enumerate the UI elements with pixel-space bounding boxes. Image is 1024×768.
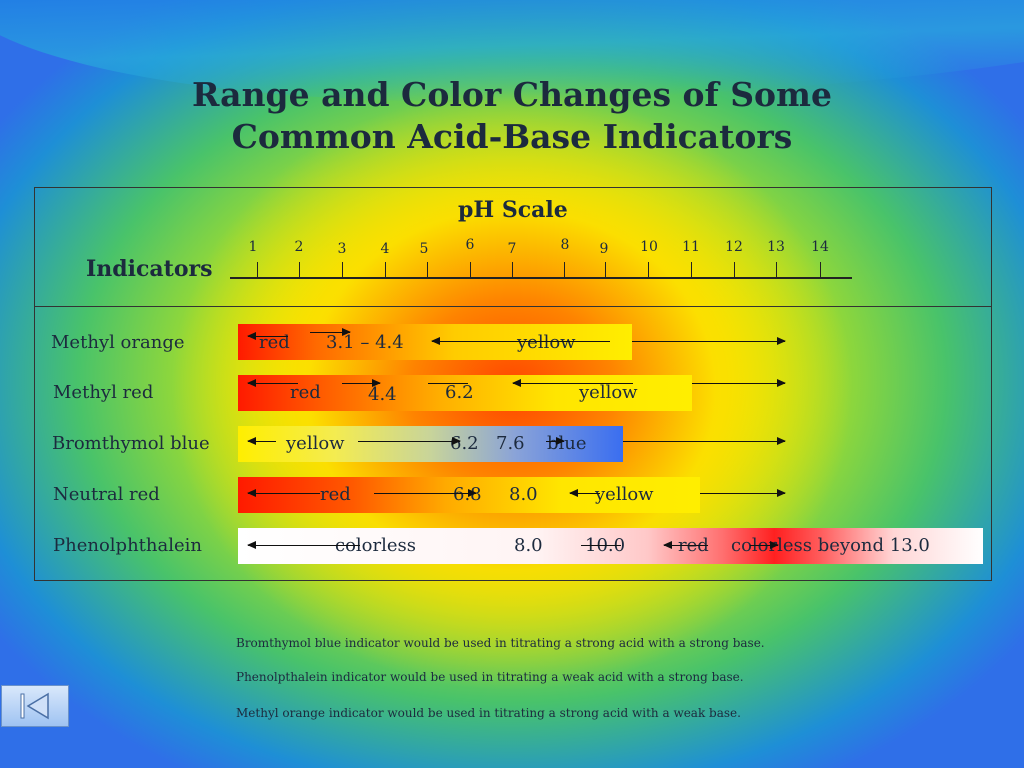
- footnote: Methyl orange indicator would be used in…: [236, 706, 741, 720]
- ph-tick: [299, 262, 300, 278]
- ph-tick-label: 5: [419, 241, 429, 257]
- right-arrow: [692, 379, 786, 387]
- transition-range-label: 3.1 – 4.4: [326, 332, 404, 353]
- ph-tick: [470, 262, 471, 278]
- indicator-name: Neutral red: [53, 484, 160, 505]
- right-arrow: [750, 541, 779, 549]
- ph-tick: [564, 262, 565, 278]
- color-label: colorless beyond 13.0: [731, 535, 930, 556]
- ph-tick-label: 3: [337, 241, 347, 257]
- left-arrow: [569, 489, 600, 497]
- title-line-2: Common Acid-Base Indicators: [231, 117, 793, 156]
- color-label: red: [259, 332, 290, 353]
- ph-tick: [648, 262, 649, 278]
- range-line: [581, 545, 621, 546]
- ph-tick: [385, 262, 386, 278]
- ph-tick: [342, 262, 343, 278]
- ph-tick-label: 13: [767, 239, 785, 255]
- right-arrow: [342, 379, 381, 387]
- color-label: yellow: [517, 332, 576, 353]
- transition-start-label: 4.4: [368, 384, 397, 405]
- ph-tick-label: 8: [560, 237, 570, 253]
- right-arrow: [546, 437, 565, 445]
- ph-tick-label: 6: [465, 237, 475, 253]
- transition-end-label: 6.2: [445, 382, 474, 403]
- indicator-name: Methyl red: [53, 382, 154, 403]
- left-arrow: [247, 379, 298, 387]
- left-arrow: [663, 541, 708, 549]
- footnote: Phenolpthalein indicator would be used i…: [236, 670, 744, 684]
- left-arrow: [247, 332, 288, 340]
- ph-tick-label: 2: [294, 239, 304, 255]
- ph-tick: [820, 262, 821, 278]
- ph-tick: [776, 262, 777, 278]
- ph-tick: [257, 262, 258, 278]
- table-header-divider: [34, 306, 991, 307]
- color-label: blue: [547, 433, 587, 454]
- ph-tick: [605, 262, 606, 278]
- indicator-name: Bromthymol blue: [52, 433, 210, 454]
- ph-tick-label: 10: [640, 239, 658, 255]
- right-arrow: [310, 328, 351, 336]
- left-arrow: [431, 337, 610, 345]
- footnote: Bromthymol blue indicator would be used …: [236, 636, 765, 650]
- color-label: red: [320, 484, 351, 505]
- ph-tick-label: 11: [682, 239, 700, 255]
- ph-tick: [427, 262, 428, 278]
- ph-tick-label: 9: [599, 241, 609, 257]
- title-line-1: Range and Color Changes of Some: [192, 75, 832, 114]
- ph-tick: [734, 262, 735, 278]
- ph-tick-label: 7: [507, 241, 517, 257]
- color-label: yellow: [595, 484, 654, 505]
- ph-tick-label: 4: [380, 241, 390, 257]
- color-label: yellow: [579, 382, 638, 403]
- ph-axis-line: [230, 277, 852, 279]
- color-range-bar: [238, 528, 983, 564]
- right-arrow: [623, 437, 786, 445]
- left-arrow: [247, 489, 320, 497]
- color-label: colorless: [335, 535, 416, 556]
- right-arrow: [374, 489, 477, 497]
- color-label: yellow: [286, 433, 345, 454]
- left-arrow: [247, 437, 276, 445]
- transition-start-label: 8.0: [514, 535, 543, 556]
- skip-to-start-icon: [20, 692, 49, 720]
- ph-tick-label: 12: [725, 239, 743, 255]
- indicator-name: Methyl orange: [51, 332, 185, 353]
- right-arrow: [358, 437, 461, 445]
- ph-tick: [512, 262, 513, 278]
- ph-tick-label: 1: [248, 239, 258, 255]
- indicator-name: Phenolphthalein: [53, 535, 202, 556]
- range-line: [428, 383, 468, 384]
- ph-tick-label: 14: [811, 239, 829, 255]
- left-arrow: [247, 541, 360, 549]
- indicators-heading: Indicators: [86, 256, 213, 282]
- right-arrow: [632, 337, 786, 345]
- color-range-bar: [238, 375, 692, 411]
- indicator-table: [34, 187, 992, 581]
- transition-end-label: 7.6: [496, 433, 525, 454]
- transition-end-label: 8.0: [509, 484, 538, 505]
- ph-scale-heading: pH Scale: [458, 197, 568, 223]
- ph-tick: [691, 262, 692, 278]
- color-label: red: [290, 382, 321, 403]
- right-arrow: [700, 489, 786, 497]
- first-slide-button[interactable]: [1, 685, 69, 727]
- left-arrow: [512, 379, 633, 387]
- slide-title: Range and Color Changes of Some Common A…: [0, 74, 1024, 158]
